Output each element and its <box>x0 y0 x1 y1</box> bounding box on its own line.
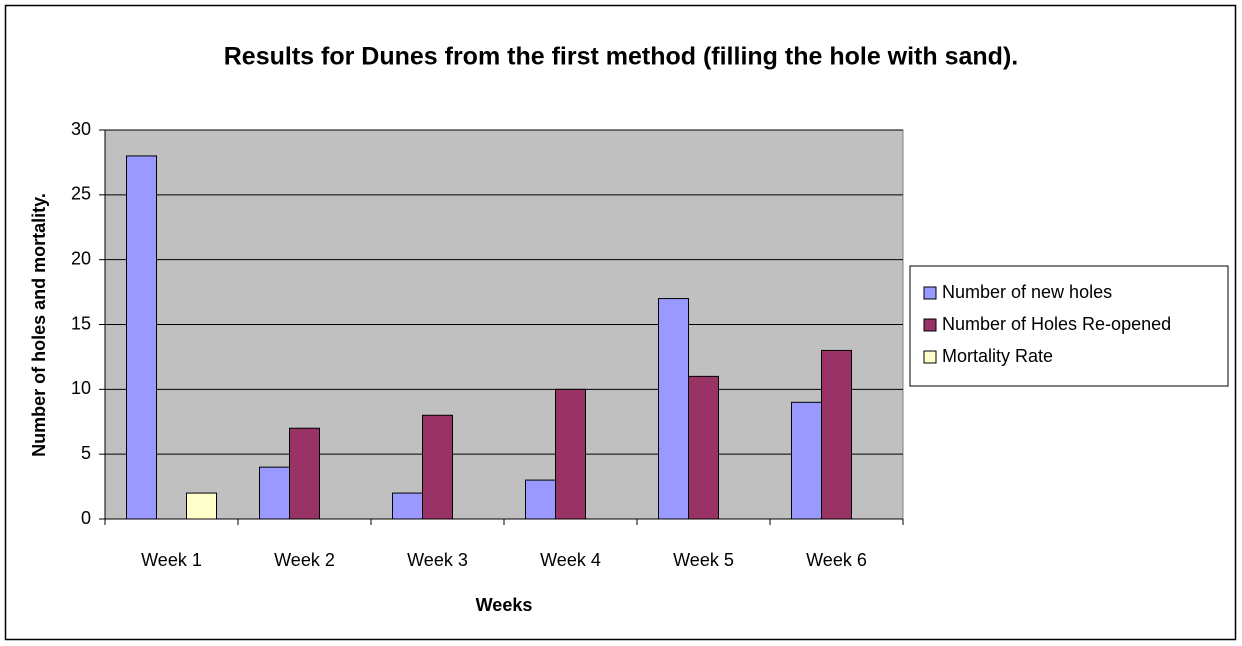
y-axis-label: Number of holes and mortality. <box>29 193 49 457</box>
bar <box>555 388 586 520</box>
chart-title: Results for Dunes from the first method … <box>224 43 1018 71</box>
x-tick-label: Week 4 <box>540 550 601 570</box>
x-tick-label: Week 5 <box>673 550 734 570</box>
x-tick-label: Week 1 <box>141 550 202 570</box>
y-tick-label: 20 <box>71 248 91 268</box>
legend <box>909 265 1229 387</box>
y-tick-label: 0 <box>81 508 91 528</box>
y-tick-label: 5 <box>81 443 91 463</box>
bar <box>658 298 689 520</box>
bar <box>525 479 556 520</box>
x-tick-label: Week 2 <box>274 550 335 570</box>
bar <box>422 414 453 520</box>
bar <box>688 375 719 520</box>
y-tick-label: 25 <box>71 184 91 204</box>
y-tick-label: 15 <box>71 313 91 333</box>
bar <box>259 466 290 520</box>
legend-swatch <box>923 286 937 300</box>
x-tick-label: Week 6 <box>806 550 867 570</box>
legend-swatch <box>923 350 937 364</box>
y-tick-label: 10 <box>71 378 91 398</box>
bar <box>791 401 822 520</box>
bar <box>289 427 320 520</box>
x-axis-label: Weeks <box>476 595 533 615</box>
legend-label: Number of new holes <box>942 282 1112 302</box>
bar <box>126 155 157 520</box>
legend-swatch <box>923 318 937 332</box>
x-tick-label: Week 3 <box>407 550 468 570</box>
bar <box>186 492 217 520</box>
bar <box>392 492 423 520</box>
y-tick-label: 30 <box>71 119 91 139</box>
legend-label: Mortality Rate <box>942 346 1053 366</box>
bar <box>821 349 852 520</box>
legend-label: Number of Holes Re-opened <box>942 314 1171 334</box>
